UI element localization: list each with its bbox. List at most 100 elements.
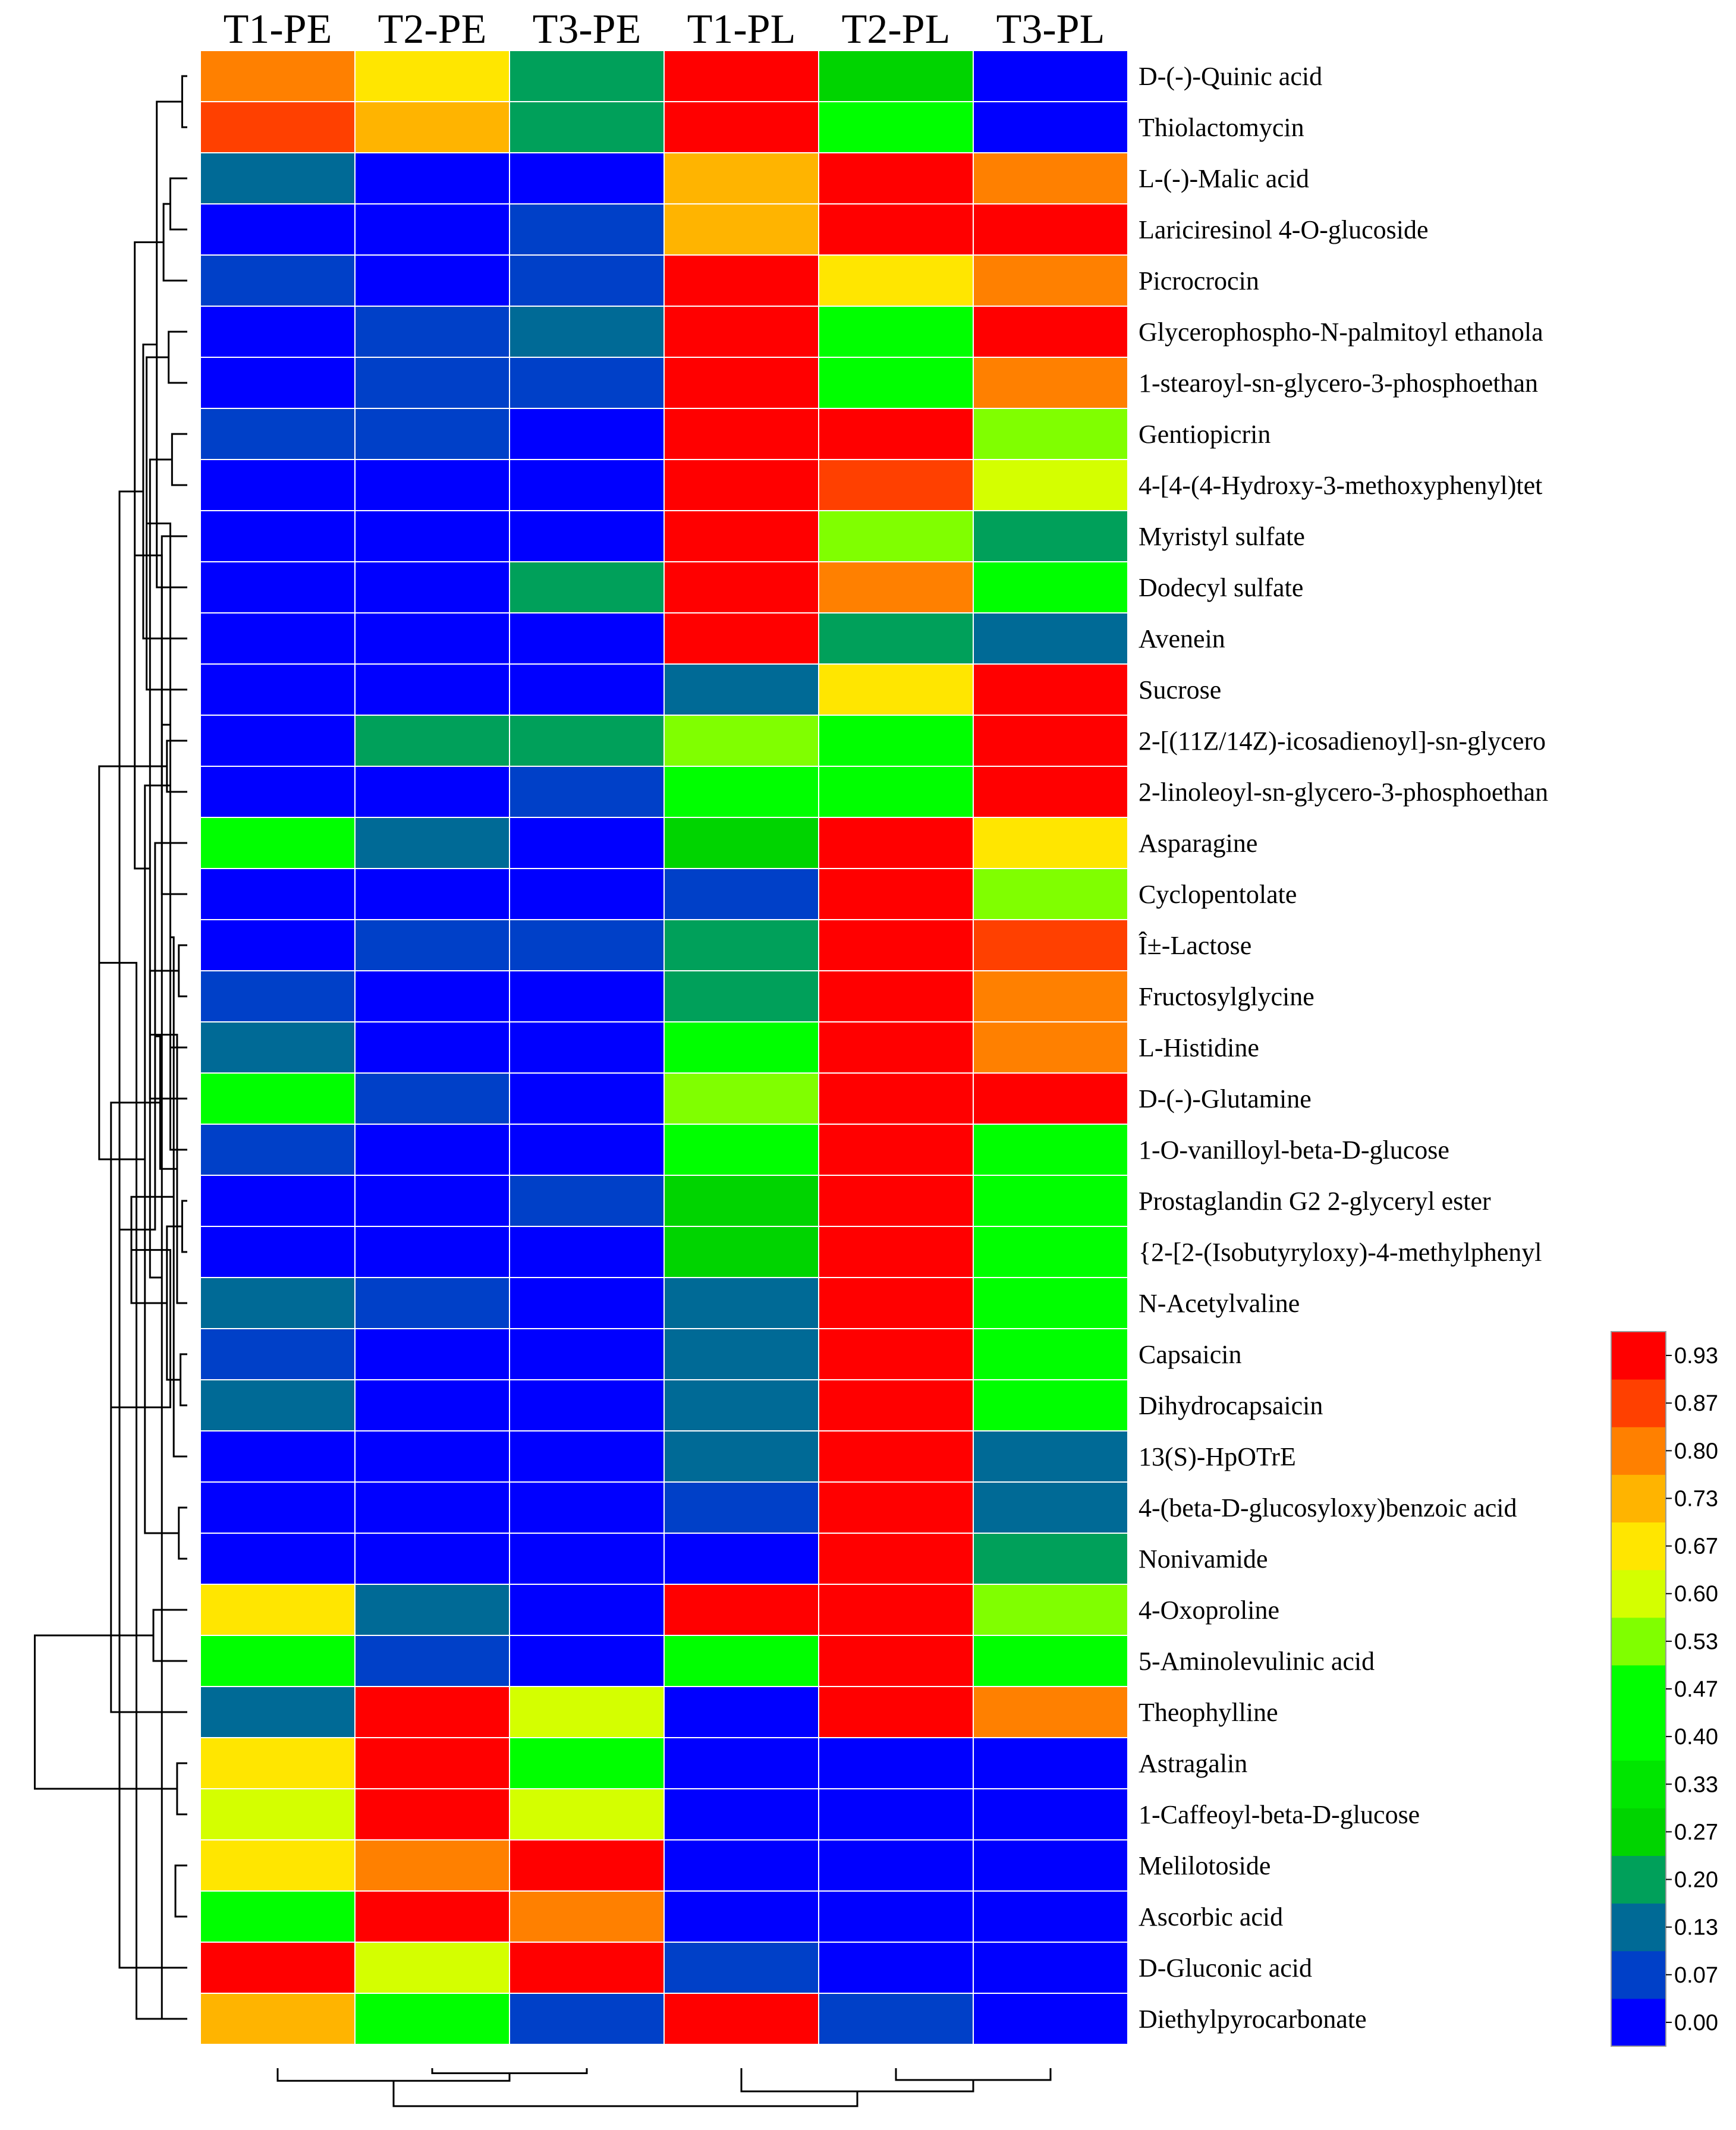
heatmap-cell (509, 970, 665, 1022)
heatmap-cell (663, 1481, 819, 1534)
legend-tick-label: 0.53 (1674, 1629, 1718, 1654)
legend-tick-label: 0.07 (1674, 1963, 1718, 1988)
legend-tick-label: 0.33 (1674, 1772, 1718, 1797)
heatmap-cell (973, 408, 1128, 460)
heatmap-cell (509, 1788, 665, 1840)
heatmap-cell (354, 203, 510, 256)
heatmap-cell (973, 101, 1128, 153)
heatmap-cell (818, 1890, 974, 1943)
heatmap-cell (663, 1124, 819, 1176)
row-label: D-Gluconic acid (1139, 1953, 1312, 1983)
heatmap-cell (818, 663, 974, 716)
heatmap-cell (509, 1737, 665, 1789)
heatmap-cell (509, 1686, 665, 1738)
legend-color-swatch (1611, 1808, 1666, 1856)
legend-tick-label: 0.13 (1674, 1915, 1718, 1940)
heatmap-cell (663, 1788, 819, 1840)
heatmap-cell (973, 1124, 1128, 1176)
heatmap-cell (354, 152, 510, 204)
heatmap-cell (354, 1072, 510, 1125)
heatmap-cell (200, 459, 356, 511)
heatmap-cell (354, 970, 510, 1022)
heatmap-cell (354, 1839, 510, 1892)
heatmap-cell (973, 1993, 1128, 2045)
heatmap-cell (509, 663, 665, 716)
heatmap-cell (354, 1021, 510, 1074)
heatmap-cell (509, 408, 665, 460)
row-label: Fructosylglycine (1139, 982, 1314, 1011)
row-dendrogram-branch (171, 433, 187, 486)
legend-color-swatch (1611, 1332, 1666, 1380)
row-dendrogram-branch (174, 1864, 187, 1918)
legend-tick-label: 0.80 (1674, 1439, 1718, 1464)
heatmap-cell (509, 1021, 665, 1074)
column-label: T3-PL (996, 7, 1105, 52)
heatmap-cell (973, 1021, 1128, 1074)
heatmap-cell (354, 1379, 510, 1431)
heatmap-cell (509, 1890, 665, 1943)
heatmap-cell (663, 612, 819, 665)
heatmap-cell (354, 1788, 510, 1840)
heatmap-cell (818, 50, 974, 102)
heatmap-cell (509, 612, 665, 665)
heatmap-cell (973, 1686, 1128, 1738)
heatmap-cell (509, 306, 665, 358)
heatmap-cell (973, 510, 1128, 562)
heatmap-cell (200, 1175, 356, 1227)
heatmap-cell (354, 868, 510, 920)
heatmap-cell (973, 1379, 1128, 1431)
heatmap-cell (509, 919, 665, 971)
heatmap-cell (354, 1430, 510, 1483)
heatmap-cell (200, 715, 356, 767)
heatmap-cell (200, 919, 356, 971)
heatmap-cell (663, 408, 819, 460)
row-label: Thiolactomycin (1139, 113, 1304, 142)
heatmap-cell (200, 1226, 356, 1278)
row-label: Sucrose (1139, 675, 1221, 704)
heatmap-cell (663, 1072, 819, 1125)
heatmap-cell (818, 817, 974, 869)
heatmap-cell (200, 1481, 356, 1534)
row-label: Dihydrocapsaicin (1139, 1391, 1323, 1420)
heatmap-cell (818, 1942, 974, 1994)
heatmap-cell (663, 1533, 819, 1585)
row-dendrogram-branch (111, 1249, 171, 1408)
heatmap-cell (663, 152, 819, 204)
heatmap-cell (509, 459, 665, 511)
heatmap-cell (663, 817, 819, 869)
heatmap-cell (509, 1430, 665, 1483)
heatmap-cell (354, 1277, 510, 1329)
heatmap-cell (354, 766, 510, 818)
heatmap-cell (973, 1584, 1128, 1636)
heatmap-cell (818, 1993, 974, 2045)
heatmap-cell (509, 152, 665, 204)
heatmap-cell (818, 1737, 974, 1789)
row-label: Asparagine (1139, 829, 1257, 858)
heatmap-cell (509, 1379, 665, 1431)
heatmap-cell (663, 1993, 819, 2045)
heatmap-cell (973, 970, 1128, 1022)
heatmap-cell (818, 919, 974, 971)
column-dendrogram-branch (431, 2068, 588, 2075)
row-label: Picrocrocin (1139, 266, 1259, 295)
heatmap-cell (818, 970, 974, 1022)
row-label: Cyclopentolate (1139, 880, 1297, 909)
heatmap-cell (354, 1124, 510, 1176)
legend-color-swatch (1611, 1665, 1666, 1713)
heatmap-cell (354, 817, 510, 869)
heatmap-cell (973, 357, 1128, 409)
legend-tick-label: 0.00 (1674, 2011, 1718, 2035)
row-label: 2-[(11Z/14Z)-icosadienoyl]-sn-glycero (1139, 726, 1546, 756)
heatmap-cell (354, 919, 510, 971)
heatmap-cell (973, 919, 1128, 971)
heatmap-cell (200, 1328, 356, 1380)
heatmap-cell (818, 254, 974, 307)
heatmap-cell (509, 766, 665, 818)
row-dendrogram-branch (156, 100, 187, 589)
heatmap-cell (509, 254, 665, 307)
heatmap-cell (200, 561, 356, 613)
heatmap-cell (818, 1635, 974, 1687)
heatmap-cell (200, 510, 356, 562)
heatmap-cell (200, 1533, 356, 1585)
row-label: Dodecyl sulfate (1139, 573, 1303, 602)
